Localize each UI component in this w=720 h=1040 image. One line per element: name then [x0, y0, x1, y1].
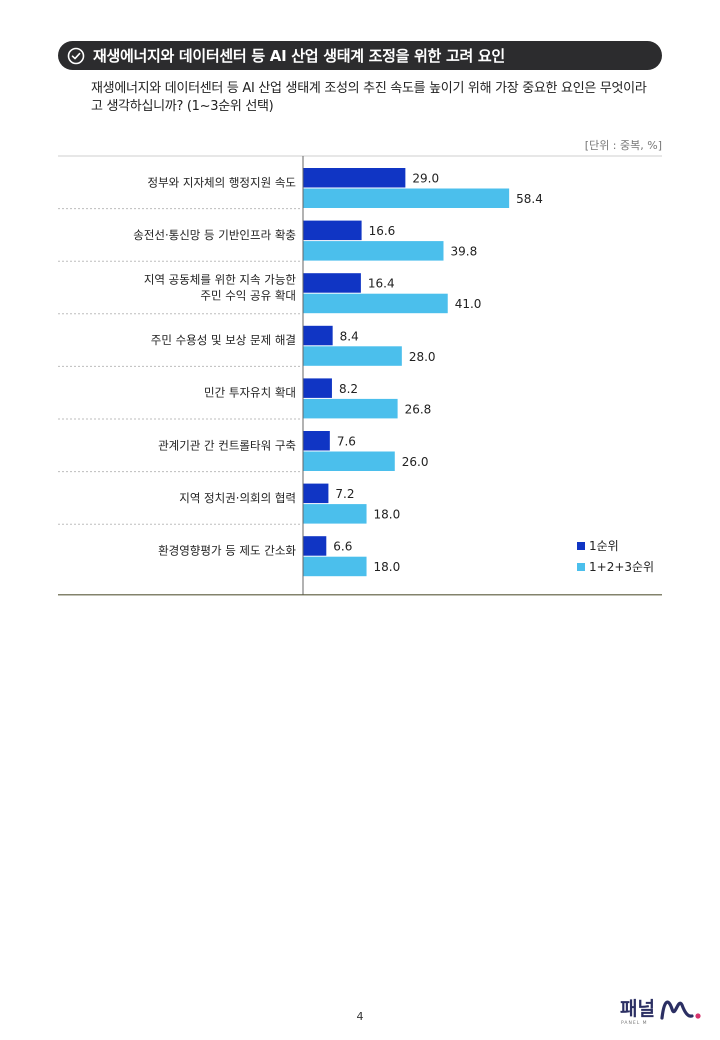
page-number: 4 — [356, 1010, 364, 1023]
bar-rank123 — [303, 556, 367, 577]
panel-m-logo: 패널 PANEL M — [620, 998, 701, 1026]
bar-rank1 — [303, 220, 362, 241]
bar-rank1 — [303, 273, 361, 293]
category-label: 관계기관 간 컨트롤타워 구축 — [158, 438, 296, 452]
bar-rank123 — [303, 346, 402, 366]
bar-rank1 — [303, 536, 327, 556]
legend-swatch — [577, 563, 585, 571]
section-header: 재생에너지와 데이터센터 등 AI 산업 생태계 조정을 위한 고려 요인 — [58, 41, 662, 70]
bar-rank123 — [303, 451, 395, 471]
legend-label: 1순위 — [589, 539, 619, 553]
unit-label: [단위 : 중복, %] — [584, 139, 662, 152]
data-label: 16.6 — [369, 224, 396, 238]
bar-chart: 정부와 지자체의 행정지원 속도 29.0 58.4 송전선·통신망 등 기반인프라 … — [58, 155, 662, 596]
data-label: 41.0 — [455, 297, 482, 311]
data-label: 18.0 — [374, 560, 401, 574]
check-circle-icon — [67, 47, 85, 65]
category-label: 지역 정치권·의회의 협력 — [179, 491, 296, 505]
data-label: 26.0 — [402, 455, 429, 469]
category-label: 주민 수용성 및 보상 문제 해결 — [151, 333, 296, 347]
category-label: 지역 공동체를 위한 지속 가능한 — [144, 273, 297, 287]
legend-swatch — [577, 542, 585, 550]
data-label: 7.6 — [337, 435, 356, 449]
logo-text: 패널 — [620, 998, 655, 1020]
category-label: 정부와 지자체의 행정지원 속도 — [147, 175, 296, 189]
data-label: 28.0 — [409, 350, 436, 364]
bar-rank1 — [303, 325, 333, 346]
bar-rank123 — [303, 504, 367, 524]
bar-rank1 — [303, 483, 329, 504]
bar-rank1 — [303, 168, 406, 188]
section-title: 재생에너지와 데이터센터 등 AI 산업 생태계 조정을 위한 고려 요인 — [93, 47, 505, 65]
data-label: 39.8 — [450, 245, 477, 259]
data-label: 8.4 — [340, 329, 359, 343]
category-label: 환경영향평가 등 제도 간소화 — [158, 544, 296, 558]
bar-rank1 — [303, 378, 332, 398]
data-label: 8.2 — [339, 382, 358, 396]
data-label: 7.2 — [335, 487, 354, 501]
data-label: 29.0 — [412, 172, 439, 186]
bar-rank123 — [303, 398, 398, 419]
data-label: 6.6 — [333, 540, 352, 554]
bar-rank123 — [303, 188, 510, 208]
logo-subtext: PANEL M — [621, 1020, 648, 1026]
data-label: 26.8 — [405, 402, 432, 416]
bar-rank123 — [303, 241, 444, 261]
data-label: 18.0 — [374, 508, 401, 522]
question-text: 재생에너지와 데이터센터 등 AI 산업 생태계 조성의 추진 속도를 높이기 … — [91, 81, 647, 114]
data-label: 16.4 — [368, 277, 395, 291]
data-label: 58.4 — [516, 192, 543, 206]
category-label: 송전선·통신망 등 기반인프라 확충 — [133, 228, 296, 242]
bar-rank1 — [303, 431, 330, 451]
bar-rank123 — [303, 293, 448, 314]
category-label: 주민 수익 공유 확대 — [200, 289, 296, 303]
legend-label: 1+2+3순위 — [589, 560, 654, 574]
category-label: 민간 투자유치 확대 — [204, 386, 296, 400]
